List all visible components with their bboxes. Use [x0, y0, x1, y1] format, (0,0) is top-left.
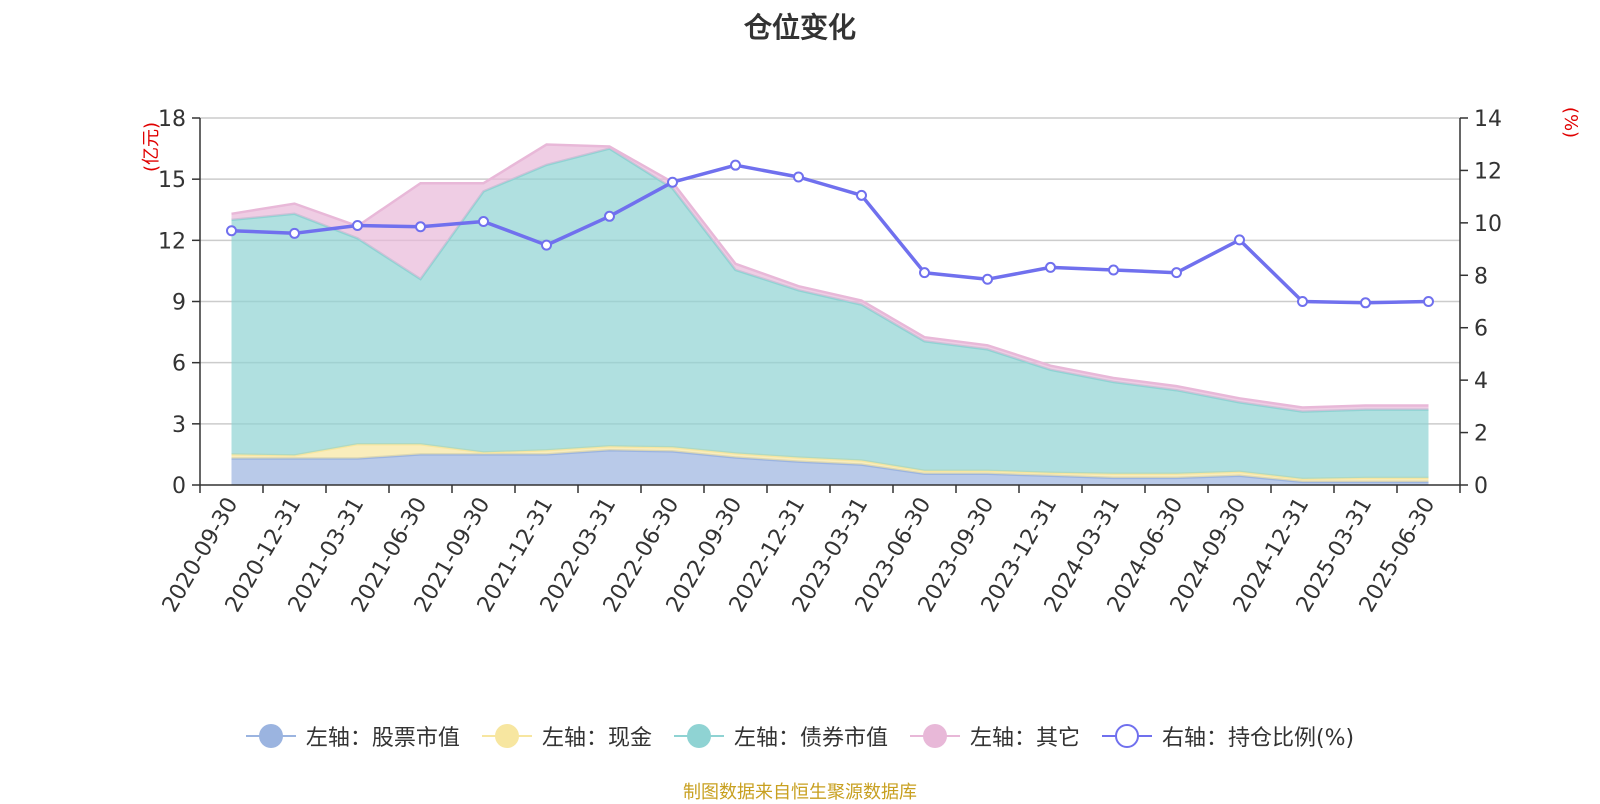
left-tick-label: 9 [172, 291, 186, 316]
position-ratio-point [604, 210, 615, 222]
position-ratio-point [1171, 267, 1182, 279]
area-左轴：现金 [231, 444, 1429, 482]
right-tick-label: 10 [1474, 212, 1502, 237]
position-ratio-point [352, 219, 363, 231]
position-ratio-point [982, 273, 993, 285]
right-tick-label: 14 [1474, 107, 1502, 132]
left-tick-label: 12 [158, 229, 186, 254]
legend-swatch-icon [481, 723, 532, 749]
legend-label: 左轴：现金 [541, 726, 652, 751]
position-ratio-point [730, 159, 741, 171]
legend-swatch-icon [673, 723, 724, 749]
legend-item-bond[interactable]: 左轴：债券市值 [673, 720, 888, 752]
legend-swatch-icon [1101, 723, 1152, 749]
source-note: 制图数据来自恒生聚源数据库 [683, 782, 917, 803]
position-ratio-point [856, 189, 867, 201]
left-tick-label: 0 [172, 474, 186, 499]
legend-label: 左轴：其它 [969, 726, 1080, 751]
area-左轴：股票市值 [231, 450, 1429, 485]
legend-label: 左轴：债券市值 [733, 726, 888, 751]
left-tick-label: 15 [158, 168, 186, 193]
legend-swatch-icon [245, 723, 296, 749]
position-ratio-point [226, 225, 237, 237]
area-edge-line [231, 143, 1429, 409]
position-ratio-line [231, 163, 1429, 305]
legend-item-stock[interactable]: 左轴：股票市值 [245, 720, 460, 752]
legend-swatch-icon [909, 723, 960, 749]
right-tick-label: 0 [1474, 474, 1488, 499]
legend-item-position-ratio[interactable]: 右轴：持仓比例(%) [1101, 720, 1355, 752]
position-ratio-point [415, 221, 426, 233]
right-tick-label: 6 [1474, 317, 1488, 342]
chart-title: 仓位变化 [743, 11, 856, 44]
right-tick-label: 12 [1474, 159, 1502, 184]
position-ratio-point [478, 216, 489, 228]
position-ratio-point [1360, 297, 1371, 309]
position-ratio-point [1108, 264, 1119, 276]
legend-item-cash[interactable]: 左轴：现金 [481, 720, 652, 752]
position-ratio-point [919, 267, 930, 279]
legend: 左轴：股票市值 左轴：现金 左轴：债券市值 左轴：其它 右轴：持仓比例(%) [0, 720, 1600, 752]
left-tick-label: 18 [158, 107, 186, 132]
position-ratio-point [541, 239, 552, 251]
position-ratio-point [793, 171, 804, 183]
right-tick-label: 2 [1474, 422, 1488, 447]
legend-label: 右轴：持仓比例(%) [1161, 726, 1355, 751]
right-tick-label: 4 [1474, 369, 1488, 394]
position-ratio-point [667, 176, 678, 188]
left-tick-label: 6 [172, 352, 186, 377]
left-tick-label: 3 [172, 413, 186, 438]
right-tick-label: 8 [1474, 264, 1488, 289]
position-ratio-point [289, 227, 300, 239]
legend-label: 左轴：股票市值 [305, 726, 460, 751]
area-左轴：债券市值 [231, 148, 1429, 479]
position-ratio-point [1234, 234, 1245, 246]
position-ratio-point [1297, 296, 1308, 307]
position-ratio-point [1045, 261, 1056, 273]
chart-canvas: 0369121518024681012142020-09-302020-12-3… [158, 107, 1502, 617]
legend-item-other[interactable]: 左轴：其它 [909, 720, 1080, 752]
position-ratio-point [1423, 296, 1434, 307]
